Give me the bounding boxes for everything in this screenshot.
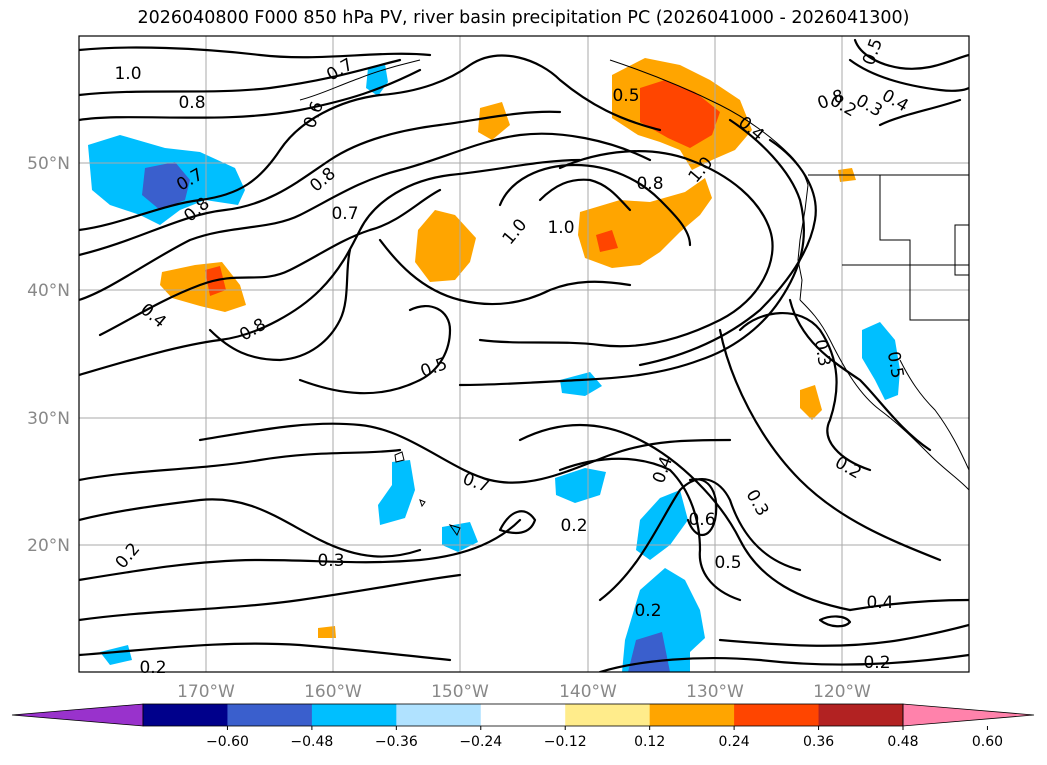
contour-label: 0.2 (139, 658, 166, 678)
contour-label: 0.2 (634, 601, 661, 621)
shade-neg-area (862, 322, 900, 400)
contour-label: 0.2 (112, 539, 145, 573)
lon-label: 160°W (304, 682, 362, 702)
colorbar-tick-label: 0.12 (634, 734, 665, 750)
colorbar-tick-label: 0.60 (972, 734, 1003, 750)
lat-label: 20°N (27, 536, 70, 556)
shade-neg-area (555, 468, 606, 503)
contour-label: 0.3 (317, 551, 344, 571)
shade-neg-core (628, 632, 670, 672)
colorbar-frame (142, 703, 904, 727)
contour-label: 0.2 (560, 516, 587, 536)
colorbar-extend-right (902, 703, 1035, 727)
contour-label: 0.3 (742, 486, 773, 519)
colorbar-extend-left (11, 703, 144, 727)
contour-label: 0.6 (688, 510, 715, 530)
contour-label: 0.4 (878, 86, 911, 117)
colorbar-segment (480, 704, 566, 726)
colorbar-tick-label: −0.24 (459, 734, 502, 750)
contour-label: 0.4 (866, 593, 893, 613)
shade-neg-core (142, 162, 190, 210)
shade-pos-area (318, 626, 336, 638)
lon-label: 130°W (686, 682, 744, 702)
shade-neg-area (378, 460, 415, 525)
gridlines (79, 36, 969, 672)
colorbar-tick-label: −0.12 (544, 734, 587, 750)
contour-label: 0.5 (883, 350, 907, 380)
lat-label: 30°N (27, 409, 70, 429)
contour-label: 0.8 (178, 93, 205, 113)
colorbar-segment (565, 704, 651, 726)
colorbar-segment (311, 704, 397, 726)
contour-label: 0.8 (236, 315, 269, 346)
contour-label: 0.6 (300, 99, 328, 131)
colorbar-tick-label: 0.24 (719, 734, 750, 750)
colorbar-segment (734, 704, 820, 726)
map-title: 2026040800 F000 850 hPa PV, river basin … (137, 8, 910, 28)
contour-labels: 1.00.80.70.60.70.80.70.80.4 0.80.51.0 1.00… (112, 36, 912, 678)
lat-label: 50°N (27, 154, 70, 174)
shade-pos-core (596, 230, 618, 252)
colorbar-tick-label: −0.60 (206, 734, 249, 750)
colorbar-segment (143, 704, 228, 726)
contour-label: 0.5 (714, 553, 741, 573)
colorbar-segment (227, 704, 313, 726)
colorbar-tick-label: −0.36 (375, 734, 418, 750)
contour-label: 0.3 (810, 338, 834, 368)
contour-label: 0.5 (418, 354, 450, 382)
contour-label: 0.8 (636, 174, 663, 194)
lon-label: 120°W (813, 682, 871, 702)
contour-label: 0.5 (612, 86, 639, 106)
shade-pos-area (800, 385, 822, 420)
contour-label: 0.8 (306, 164, 340, 197)
contour-label: 1.0 (547, 218, 574, 238)
colorbar-tick-label: −0.48 (290, 734, 333, 750)
shade-pos-area (478, 102, 510, 140)
lat-label: 40°N (27, 281, 70, 301)
colorbar-segment (396, 704, 482, 726)
precip-shading (88, 58, 900, 672)
shade-pos-area (415, 210, 476, 282)
lon-label: 140°W (559, 682, 617, 702)
colorbar-tick-label: 0.36 (803, 734, 834, 750)
colorbar: −0.60 −0.48 −0.36 −0.24 −0.12 0.12 0.24 0.36 0.4… (11, 703, 1035, 750)
lon-label: 150°W (431, 682, 489, 702)
shade-neg-area (100, 645, 132, 665)
contour-label: 0.4 (649, 454, 677, 486)
colorbar-tick-label: 0.48 (887, 734, 918, 750)
contour-label: 1.0 (499, 215, 532, 249)
contour-label: 0.7 (331, 204, 358, 224)
contour-label: 1.0 (114, 64, 141, 84)
contour-label: 0.2 (831, 453, 864, 484)
coastlines (299, 59, 969, 537)
lon-axis: 170°W 160°W 150°W 140°W 130°W 120°W (177, 682, 871, 702)
pv-contours (79, 38, 969, 672)
colorbar-segment (818, 704, 904, 726)
lat-axis: 50°N 40°N 30°N 20°N (27, 154, 70, 556)
colorbar-segment (649, 704, 735, 726)
contour-label: 0.7 (460, 469, 492, 497)
shade-pos-area (160, 262, 246, 312)
contour-label: 0.4 (136, 300, 170, 333)
map-frame (78, 35, 970, 673)
contour-label: 0.3 (852, 91, 885, 122)
shade-neg-area (560, 372, 602, 396)
contour-label: 0.2 (863, 653, 890, 673)
lon-label: 170°W (177, 682, 235, 702)
